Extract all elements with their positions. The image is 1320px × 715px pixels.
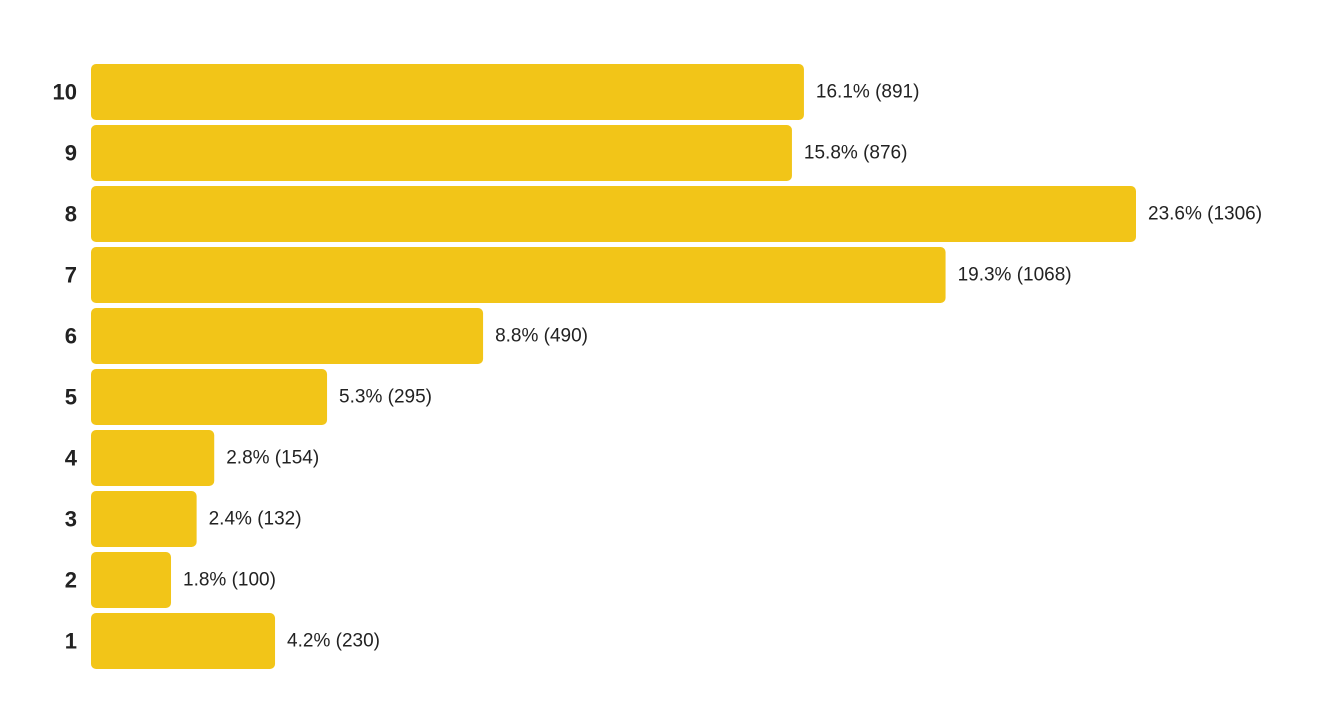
category-labels-group: 10 9 8 7 6 5 4 3 2 1 [53,80,78,654]
bar-8[interactable] [91,186,1136,242]
category-label-10: 10 [53,80,77,105]
bar-2[interactable] [91,552,172,608]
bar-3[interactable] [91,491,197,547]
bar-1[interactable] [91,613,276,669]
value-label-5: 5.3% (295) [339,387,432,408]
category-label-2: 2 [65,568,77,593]
value-label-2: 1.8% (100) [183,570,276,591]
value-label-3: 2.4% (132) [209,509,302,530]
category-label-1: 1 [65,629,77,654]
value-label-1: 4.2% (230) [287,631,380,652]
bar-7[interactable] [91,247,946,303]
category-label-8: 8 [65,202,77,227]
bar-9[interactable] [91,125,792,181]
value-labels-group: 16.1% (891) 15.8% (876) 23.6% (1306) 19.3% … [183,82,1262,652]
value-label-10: 16.1% (891) [816,82,920,103]
category-label-7: 7 [65,263,77,288]
bar-6[interactable] [91,308,484,364]
value-label-6: 8.8% (490) [495,326,588,347]
bar-10[interactable] [91,64,804,120]
bar-5[interactable] [91,369,328,425]
category-label-5: 5 [65,385,77,410]
value-label-4: 2.8% (154) [226,448,319,469]
category-label-4: 4 [65,446,78,471]
category-label-3: 3 [65,507,77,532]
value-label-9: 15.8% (876) [804,143,908,164]
bar-4[interactable] [91,430,215,486]
value-label-7: 19.3% (1068) [958,265,1072,286]
category-label-9: 9 [65,141,77,166]
category-label-6: 6 [65,324,77,349]
value-label-8: 23.6% (1306) [1148,204,1262,225]
bars-group [91,64,1136,669]
